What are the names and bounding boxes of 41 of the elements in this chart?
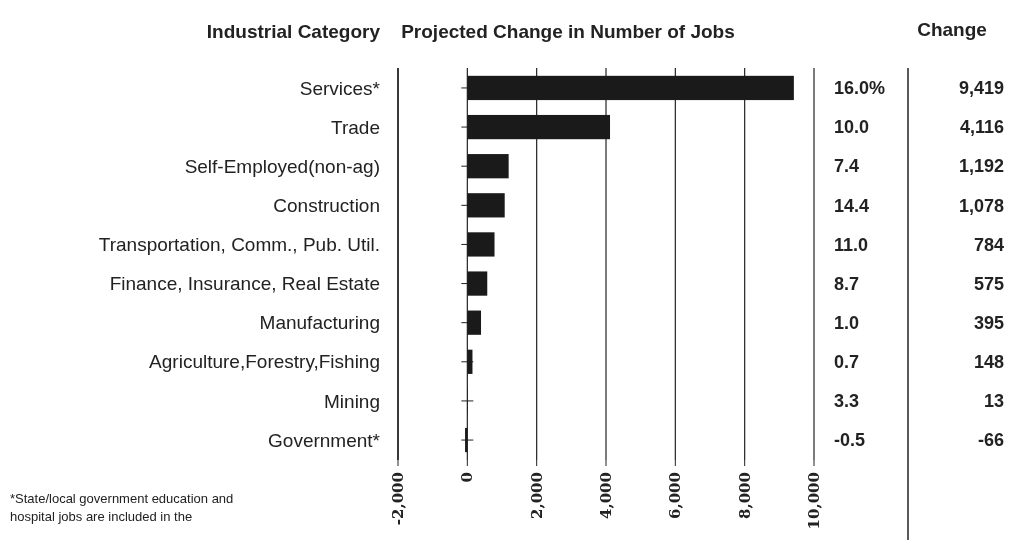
text: 7.4 xyxy=(834,156,860,177)
y-tick-label: Agriculture,Forestry,Fishing xyxy=(149,351,380,373)
text: 16.0% xyxy=(834,78,886,99)
text: 10.0 xyxy=(834,117,870,138)
data-label: 148 xyxy=(973,352,1004,373)
chart-title: Projected Change in Number of Jobs xyxy=(401,21,735,42)
data-label: -66 xyxy=(977,430,1004,451)
text: 8.7 xyxy=(834,273,860,294)
text: 11.0 xyxy=(834,234,869,255)
data-label: 784 xyxy=(973,234,1004,255)
data-label: 1,078 xyxy=(958,195,1004,216)
x-tick-label: 4,000 xyxy=(597,472,615,519)
x-tick-label: 10,000 xyxy=(805,472,823,530)
x-tick-label: 6,000 xyxy=(666,472,685,519)
y-tick-label: Trade xyxy=(331,116,380,138)
data-label: 13 xyxy=(983,391,1004,412)
y-tick-label: Finance, Insurance, Real Estate xyxy=(109,273,380,295)
text: Change xyxy=(917,19,987,40)
y-tick-label: Self-Employed(non-ag) xyxy=(184,155,380,177)
data-label: 395 xyxy=(973,312,1004,333)
text: 3.3 xyxy=(834,391,860,412)
y-tick-label: Services* xyxy=(299,77,381,99)
text: -0.5 xyxy=(834,430,866,451)
x-tick-label: 8,000 xyxy=(735,472,754,519)
y-tick-label: Government* xyxy=(268,429,381,451)
x-tick-label: 2,000 xyxy=(527,472,546,519)
text: 14.4 xyxy=(834,195,870,216)
data-label: 1,192 xyxy=(958,156,1004,177)
data-label: 9,419 xyxy=(958,78,1004,99)
text: 0.7 xyxy=(834,352,860,373)
data-label: 4,116 xyxy=(959,117,1004,138)
x-tick-label: -2,000 xyxy=(389,472,407,526)
data-label: 575 xyxy=(973,273,1004,294)
y-tick-label: Transportation, Comm., Pub. Util. xyxy=(98,234,380,256)
y-tick-label: Manufacturing xyxy=(259,312,380,334)
text: 1.0 xyxy=(834,312,860,333)
y-tick-label: Mining xyxy=(324,390,380,412)
y-tick-label: Construction xyxy=(273,194,380,216)
y-axis-title: Industrial Category xyxy=(206,21,381,42)
text: *State/local government education and hospital jobs are included in the xyxy=(10,491,234,524)
x-tick-label: 0 xyxy=(458,472,477,483)
